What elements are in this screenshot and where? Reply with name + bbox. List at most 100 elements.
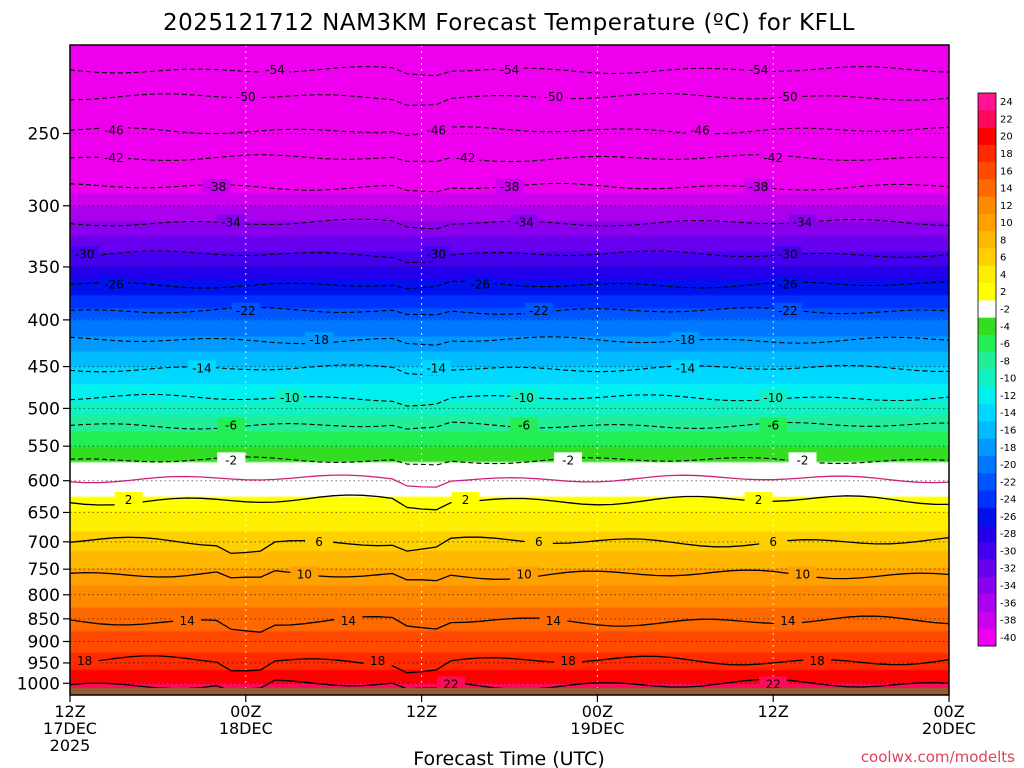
- contour-label--26-1: -26: [470, 278, 490, 292]
- contour-label-22-0: 22: [443, 677, 458, 691]
- contour-label--34-2: -34: [793, 216, 813, 230]
- colorbar-swatch-14: [978, 334, 996, 353]
- colorbar-label--2: -2: [1000, 305, 1010, 316]
- y-tick-label-750: 750: [28, 560, 60, 580]
- contour-label--10-0: -10: [280, 391, 300, 405]
- contour-label-bg: [261, 61, 290, 77]
- y-tick-label-850: 850: [28, 610, 60, 630]
- contour-line--22: [70, 306, 949, 316]
- contour-label--22-0: -22: [236, 304, 256, 318]
- y-axis: 2503003504004505005506006507007508008509…: [17, 124, 70, 694]
- colorbar-label-6: 6: [1000, 253, 1006, 264]
- contour-label-bg: [422, 246, 451, 262]
- colorbar-swatch-18: [978, 404, 996, 422]
- contour-label--46-0: -46: [104, 123, 124, 137]
- colorbar-swatch-6: [978, 196, 996, 215]
- colorbar-swatch-20: [978, 438, 996, 457]
- contour-label--14-2: -14: [675, 361, 695, 375]
- x-tick-label-12-2: 18DEC: [219, 719, 273, 738]
- contour-label-6-1: 6: [535, 535, 543, 549]
- contour-label-bg: [495, 61, 524, 77]
- colorbar-swatch-21: [978, 455, 996, 474]
- contour-label-bg: [744, 492, 773, 508]
- contour-label-18-2: 18: [560, 654, 575, 668]
- contour-label-2-2: 2: [755, 493, 763, 507]
- contour-label-bg: [773, 613, 802, 629]
- colorbar-label-2: 2: [1000, 287, 1006, 298]
- contour-label-bg: [334, 613, 363, 629]
- y-tick-label-800: 800: [28, 586, 60, 606]
- x-tick-label-36-2: 19DEC: [570, 719, 624, 738]
- colorbar-swatch-10: [978, 265, 996, 284]
- contour-label-bg: [539, 88, 568, 104]
- contour-label-bg: [466, 276, 495, 292]
- y-tick-label-900: 900: [28, 632, 60, 652]
- colorbar-label--36: -36: [1000, 598, 1016, 609]
- contour-label-bg: [524, 533, 553, 549]
- contour-label-18-3: 18: [810, 654, 825, 668]
- colorbar-swatch-27: [978, 559, 996, 578]
- colorbar-swatch-31: [978, 628, 996, 647]
- contour-label-18-0: 18: [77, 654, 92, 668]
- contour-label-bg: [524, 302, 553, 318]
- contour-label-2-0: 2: [125, 493, 133, 507]
- colorbar-label--40: -40: [1000, 633, 1016, 644]
- colorbar-swatch-30: [978, 611, 996, 630]
- colorbar-label--18: -18: [1000, 443, 1016, 454]
- contour-label--42-1: -42: [456, 151, 476, 165]
- contour-label-14-0: 14: [180, 614, 195, 628]
- contour-label-bg: [99, 276, 128, 292]
- colorbar-swatch-16: [978, 369, 996, 388]
- contour-label-bg: [305, 533, 334, 549]
- colorbar-label-12: 12: [1000, 201, 1013, 212]
- colorbar-label-14: 14: [1000, 184, 1013, 195]
- contour-line--6: [70, 421, 949, 430]
- source-credit: coolwx.com/modelts: [861, 748, 1015, 766]
- contour-line--18: [70, 336, 949, 346]
- colorbar-label--38: -38: [1000, 616, 1016, 627]
- colorbar-label-8: 8: [1000, 235, 1006, 246]
- contour-label-bg: [99, 122, 128, 138]
- contour-label-bg: [187, 360, 216, 376]
- contour-label-bg: [773, 276, 802, 292]
- colorbar-label--32: -32: [1000, 564, 1016, 575]
- colorbar-swatch-12: [978, 300, 996, 318]
- colorbar-swatch-29: [978, 594, 996, 612]
- colorbar-label-10: 10: [1000, 218, 1013, 229]
- contour-label-bg: [759, 150, 788, 166]
- x-tick-label-0-3: 2025: [50, 736, 91, 755]
- colorbar-swatch-17: [978, 386, 996, 405]
- colorbar-label--22: -22: [1000, 477, 1016, 488]
- contour-label--10-2: -10: [763, 391, 783, 405]
- x-tick-label-36-1: 00Z: [582, 702, 613, 721]
- contour-label--14-1: -14: [426, 361, 446, 375]
- colorbar-label-20: 20: [1000, 132, 1013, 143]
- contour-line--50: [70, 92, 949, 106]
- colorbar-label--10: -10: [1000, 374, 1016, 385]
- colorbar-swatch-8: [978, 231, 996, 249]
- contour-label-bg: [173, 613, 202, 629]
- colorbar-swatch-2: [978, 127, 996, 146]
- colorbar-label--24: -24: [1000, 495, 1016, 506]
- x-tick-label-0-2: 17DEC: [43, 719, 97, 738]
- colorbar-label-16: 16: [1000, 166, 1013, 177]
- colorbar-swatch-0: [978, 93, 996, 111]
- contour-label--6-1: -6: [518, 418, 530, 432]
- contour-label--6-0: -6: [225, 418, 237, 432]
- colorbar-swatch-22: [978, 473, 996, 491]
- contour-label-bg: [290, 566, 319, 582]
- colorbar-swatch-23: [978, 490, 996, 509]
- freezing-level-line: [70, 474, 949, 488]
- contour-label-bg: [217, 214, 246, 230]
- y-tick-label-550: 550: [28, 437, 60, 457]
- contour-label-bg: [773, 302, 802, 318]
- contour-label-bg: [759, 417, 788, 433]
- colorbar-label-18: 18: [1000, 149, 1013, 160]
- colorbar-swatch-28: [978, 576, 996, 595]
- x-tick-label-48-1: 12Z: [758, 702, 789, 721]
- contour-line--46: [70, 126, 949, 136]
- x-tick-label-60-2: 20DEC: [922, 719, 976, 738]
- contour-label-bg: [510, 389, 539, 405]
- x-tick-label-24-1: 12Z: [406, 702, 437, 721]
